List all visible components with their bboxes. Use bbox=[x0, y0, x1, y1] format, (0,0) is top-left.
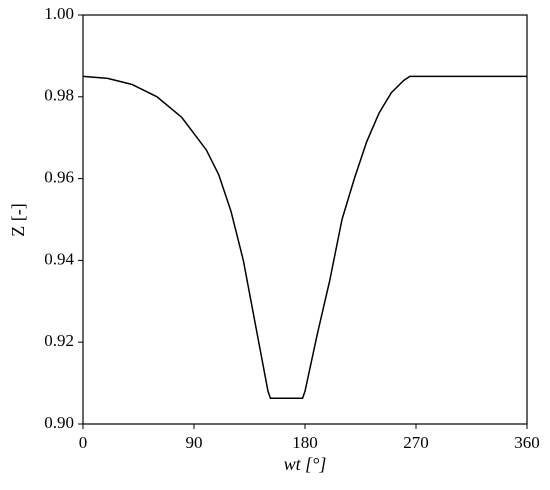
y-tick-label: 0.92 bbox=[44, 331, 74, 350]
x-tick-label: 360 bbox=[514, 433, 540, 452]
y-tick-label: 0.98 bbox=[44, 86, 74, 105]
x-tick-label: 0 bbox=[79, 433, 88, 452]
data-line bbox=[82, 75, 527, 399]
y-tick-label: 0.96 bbox=[44, 168, 74, 187]
x-tick-label: 180 bbox=[292, 433, 318, 452]
x-axis-title: wt [°] bbox=[284, 454, 327, 474]
x-tick-label: 90 bbox=[186, 433, 203, 452]
y-tick-label: 1.00 bbox=[44, 4, 74, 23]
y-tick-label: 0.94 bbox=[44, 249, 74, 268]
x-tick-label: 270 bbox=[403, 433, 429, 452]
y-tick-label: 0.90 bbox=[44, 413, 74, 432]
y-axis-title: Z [-] bbox=[8, 203, 28, 236]
